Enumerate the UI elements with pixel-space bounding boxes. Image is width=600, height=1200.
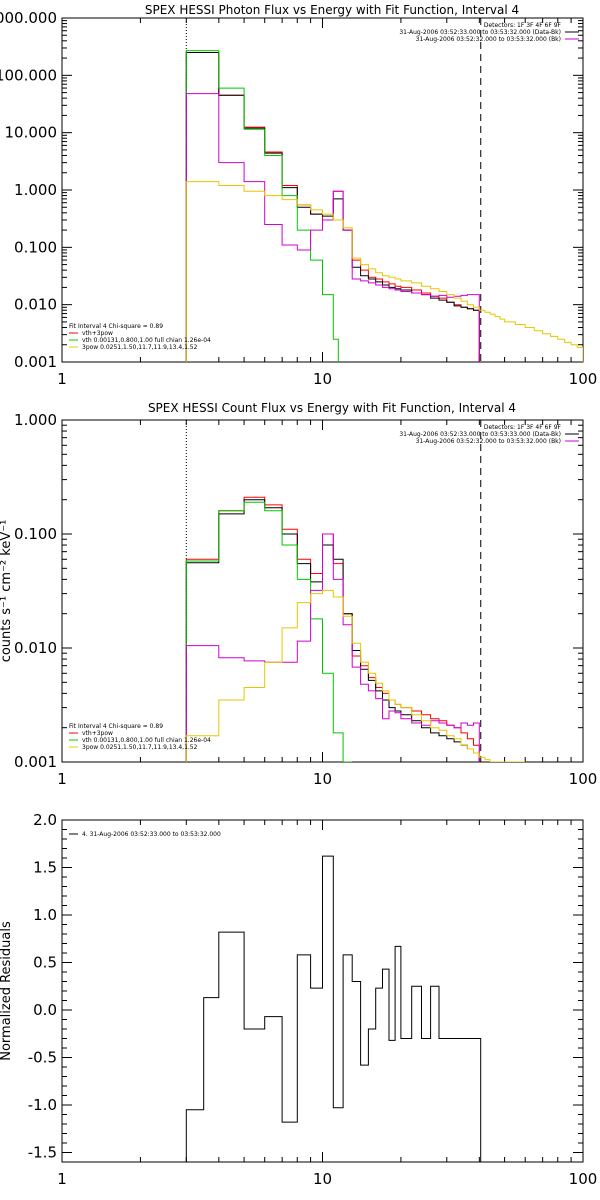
y-tick-label: -1.5 xyxy=(28,1144,57,1162)
x-tick-label: 1 xyxy=(57,1170,67,1188)
y-axis-label: Normalized Residuals xyxy=(0,921,14,1061)
legend-entry: 31-Aug-2006 03:52:32.000 to 03:53:32.000… xyxy=(416,438,561,445)
x-tick-label: 100 xyxy=(569,770,598,788)
series-line-2 xyxy=(185,50,339,362)
legend-entry: vth 0.00131,0.800,1.00 full chian 1.26e-… xyxy=(82,737,211,744)
y-tick-label: 0.010 xyxy=(14,639,57,657)
y-tick-label: 1.0 xyxy=(33,906,57,924)
legend-entry: vth 0.00131,0.800,1.00 full chian 1.26e-… xyxy=(82,337,211,344)
legend-entry: 4. 31-Aug-2006 03:52:33.000 to 03:53:32.… xyxy=(82,831,221,838)
series-line-0 xyxy=(185,855,482,1162)
panel-title: SPEX HESSI Count Flux vs Energy with Fit… xyxy=(148,401,516,415)
series-line-3 xyxy=(185,93,480,362)
y-tick-label: 10.000 xyxy=(5,124,58,142)
series-line-2 xyxy=(185,501,353,762)
panel-title: SPEX HESSI Photon Flux vs Energy with Fi… xyxy=(145,3,519,17)
series-line-4 xyxy=(185,181,583,362)
x-tick-label: 10 xyxy=(313,770,332,788)
x-tick-label: 10 xyxy=(313,370,332,388)
legend-entry: 31-Aug-2006 03:52:33.000 to 03:53:33.000… xyxy=(399,431,561,438)
x-tick-label: 100 xyxy=(569,1170,598,1188)
y-tick-label: 0.010 xyxy=(14,296,57,314)
legend-entry: Fit Interval 4 Chi-square = 0.89 xyxy=(69,723,163,730)
y-tick-label: 0.100 xyxy=(14,238,57,256)
y-tick-label: 1.5 xyxy=(33,859,57,877)
y-tick-label: 0.100 xyxy=(14,525,57,543)
y-tick-label: 0.001 xyxy=(14,753,57,771)
legend-entry: Detectors: 1F 3F 4F 6F 9F xyxy=(484,22,562,29)
y-tick-label: 0.5 xyxy=(33,954,57,972)
photon-flux-panel: SPEX HESSI Photon Flux vs Energy with Fi… xyxy=(0,3,597,388)
y-tick-label: -1.0 xyxy=(28,1096,57,1114)
legend-entry: Fit Interval 4 Chi-square = 0.89 xyxy=(69,323,163,330)
legend-entry: vth+3pow xyxy=(82,330,113,337)
y-tick-label: 1.000 xyxy=(14,411,57,429)
x-tick-label: 1 xyxy=(57,770,67,788)
y-tick-label: 1.000 xyxy=(14,181,57,199)
legend-entry: Detectors: 1F 3F 4F 6F 9F xyxy=(484,424,562,431)
y-tick-label: 100.000 xyxy=(0,66,57,84)
y-tick-label: 0.0 xyxy=(33,1001,57,1019)
legend-entry: 31-Aug-2006 03:52:33.000 to 03:53:32.000… xyxy=(399,29,561,36)
x-tick-label: 10 xyxy=(313,1170,332,1188)
x-tick-label: 100 xyxy=(569,370,598,388)
x-tick-label: 1 xyxy=(57,370,67,388)
series-line-1 xyxy=(185,499,480,762)
legend-entry: 3pow 0.0251,1.50,11.7,11.9,13.4,1.52 xyxy=(82,744,198,751)
plot-frame xyxy=(61,17,584,363)
y-tick-label: 2.0 xyxy=(33,811,57,829)
series-line-1 xyxy=(185,52,480,362)
series-line-3 xyxy=(185,533,480,762)
y-axis-label: counts s⁻¹ cm⁻² keV⁻¹ xyxy=(0,520,14,663)
legend-entry: 3pow 0.0251,1.50,11.7,11.9,13.4,1.52 xyxy=(82,344,198,351)
y-tick-label: -0.5 xyxy=(28,1049,57,1067)
y-tick-label: 0.001 xyxy=(14,353,57,371)
series-line-4 xyxy=(185,589,526,762)
count-flux-panel: SPEX HESSI Count Flux vs Energy with Fit… xyxy=(0,401,597,788)
legend-entry: vth+3pow xyxy=(82,730,113,737)
residuals-panel: 1 10 100 -1.5 -1.0 -0.5 0.0 0.5 1.0 1.5 2.0 Normali… xyxy=(0,811,597,1188)
legend-entry: 31-Aug-2006 03:52:32.000 to 03:53:32.000… xyxy=(416,36,561,43)
